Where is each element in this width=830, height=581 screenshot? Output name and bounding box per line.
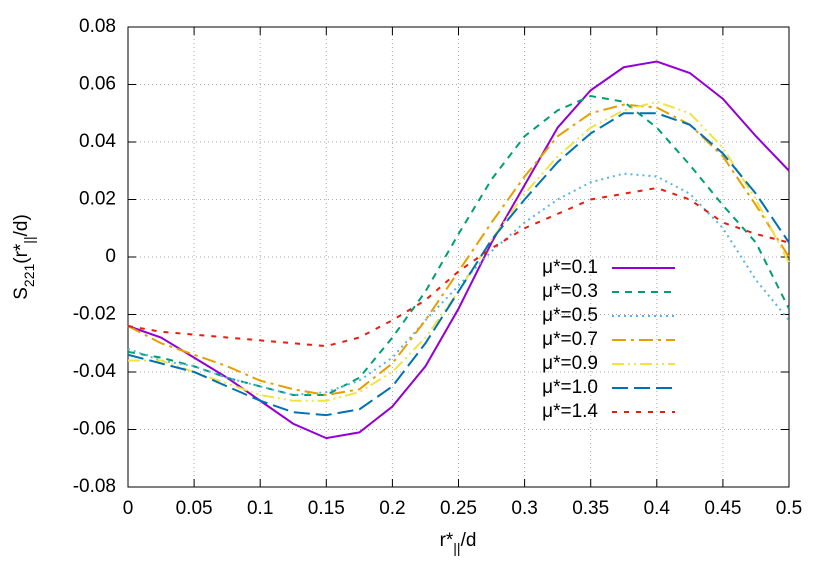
legend-label: μ*=1.4 <box>542 401 598 422</box>
label-part: S <box>11 287 32 300</box>
label-part: || <box>21 236 37 243</box>
y-tick-label: 0.06 <box>79 74 116 95</box>
x-tick-label: 0.2 <box>379 498 405 519</box>
x-tick-label: 0.4 <box>644 498 671 519</box>
legend-label: μ*=0.9 <box>542 353 598 374</box>
label-part: 221 <box>21 264 37 288</box>
legend-label: μ*=0.7 <box>542 329 598 350</box>
x-tick-label: 0.25 <box>440 498 477 519</box>
x-tick-label: 0.15 <box>308 498 345 519</box>
y-axis-label: S221(r*||/d) <box>11 214 37 300</box>
series-line <box>127 186 790 348</box>
y-tick-label: -0.06 <box>73 419 116 440</box>
y-tick-label: 0.04 <box>79 131 116 152</box>
x-tick-label: 0.05 <box>176 498 213 519</box>
y-tick-label: 0.08 <box>79 16 116 37</box>
legend-label: μ*=0.5 <box>542 305 598 326</box>
label-part: r* <box>440 530 454 551</box>
legend-label: μ*=0.1 <box>542 257 598 278</box>
label-part: || <box>453 540 460 556</box>
y-tick-label: 0 <box>105 246 116 267</box>
series-line <box>127 60 790 440</box>
x-tick-label: 0.45 <box>704 498 741 519</box>
label-part: /d) <box>11 214 32 236</box>
legend-label: μ*=1.0 <box>542 377 598 398</box>
x-tick-label: 0.3 <box>511 498 537 519</box>
y-tick-label: -0.08 <box>73 476 116 497</box>
legend-label: μ*=0.3 <box>542 281 598 302</box>
x-tick-label: 0.35 <box>572 498 609 519</box>
plot-frame <box>127 26 790 488</box>
label-part: (r* <box>11 243 32 264</box>
y-tick-label: 0.02 <box>79 189 116 210</box>
series-line <box>127 103 790 397</box>
series-line <box>127 94 790 396</box>
y-tick-label: -0.02 <box>73 304 116 325</box>
x-axis-label: r*||/d <box>440 530 477 556</box>
series-line <box>127 172 790 397</box>
x-tick-label: 0.1 <box>247 498 273 519</box>
x-tick-label: 0.5 <box>776 498 802 519</box>
x-tick-label: 0 <box>123 498 134 519</box>
label-part: /d <box>461 530 477 551</box>
series-line <box>127 112 790 417</box>
y-tick-label: -0.04 <box>73 361 117 382</box>
